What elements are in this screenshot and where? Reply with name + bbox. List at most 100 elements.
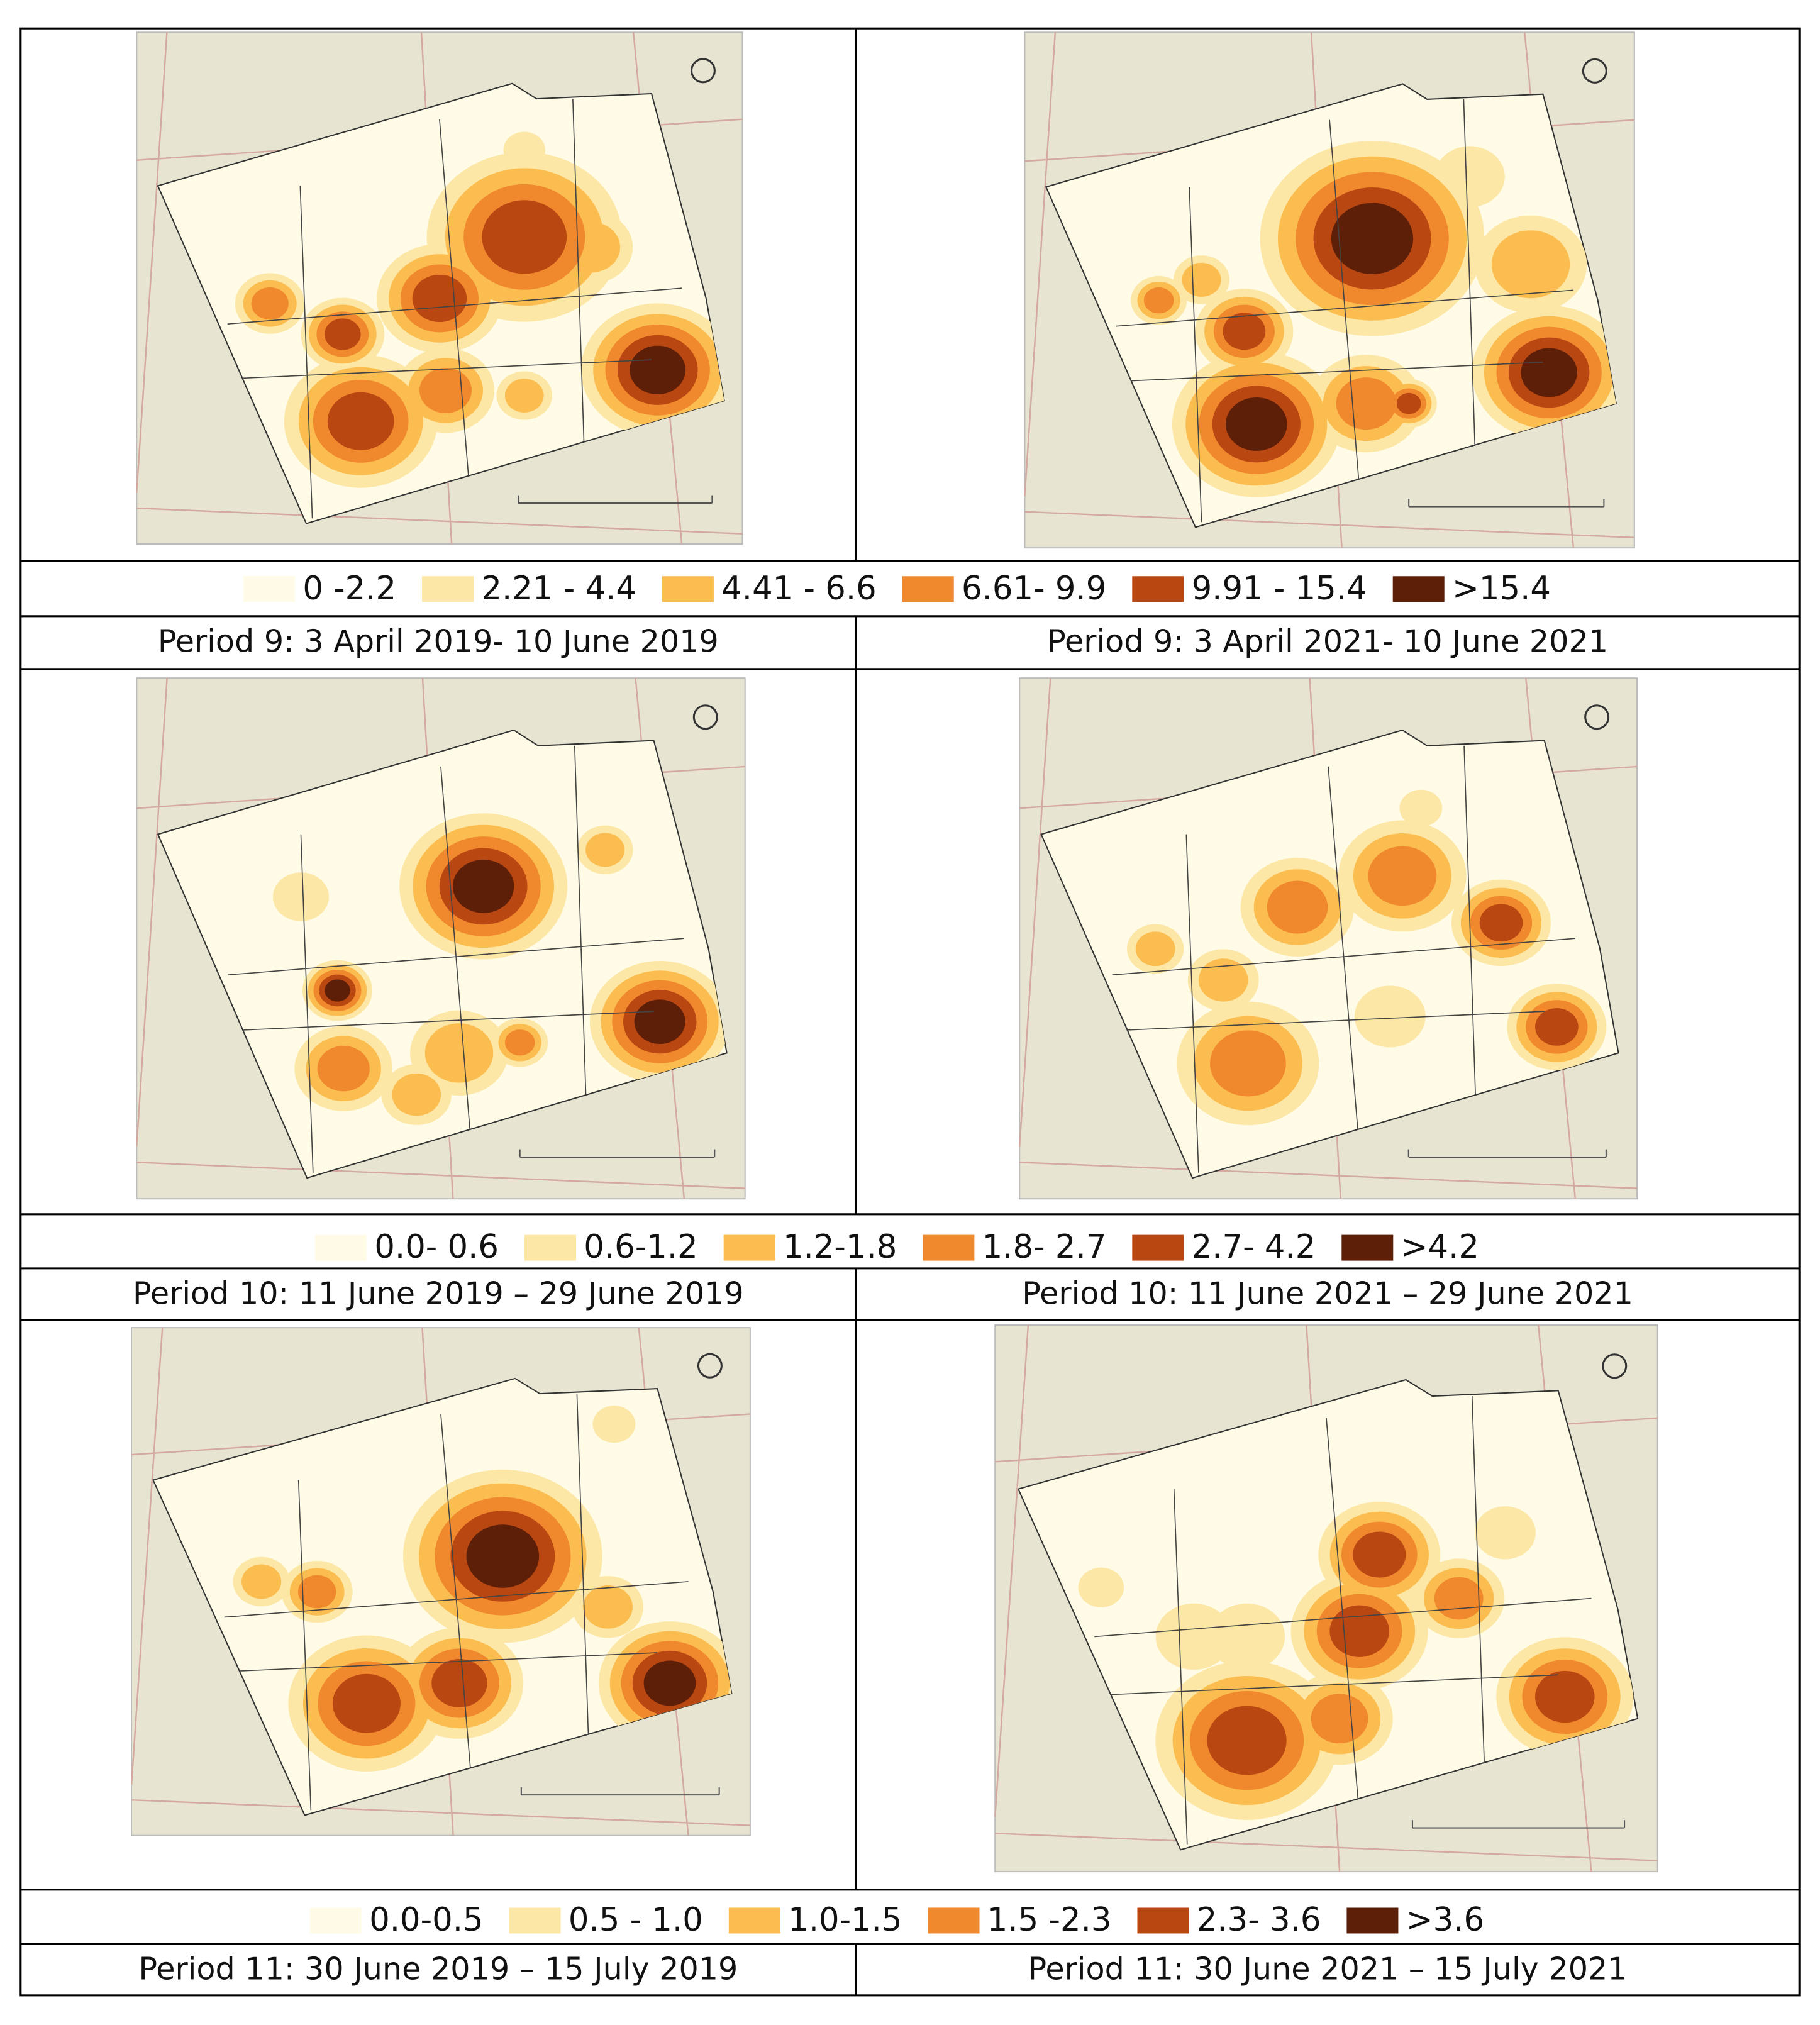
- district-boundary: [1112, 938, 1575, 975]
- legend-swatch: [728, 1907, 780, 1934]
- heat-zone: [1474, 1506, 1536, 1560]
- heat-zone: [431, 1659, 487, 1707]
- heat-zone: [1311, 1694, 1368, 1744]
- scale-bar: [1408, 499, 1605, 508]
- heat-zone: [1434, 146, 1505, 208]
- heat-zone: [1354, 985, 1426, 1048]
- district-boundary: [1081, 1011, 1545, 1033]
- map-road: [994, 1324, 1029, 1817]
- compass: [697, 1353, 723, 1379]
- map-road: [136, 507, 743, 535]
- legend-swatch: [1346, 1907, 1399, 1934]
- district-boundary: [572, 99, 585, 473]
- heat-layer: [235, 131, 724, 488]
- district-boundary: [574, 745, 587, 1126]
- legend-label: 0.6-1.2: [584, 1228, 697, 1266]
- heat-zone: [332, 1673, 401, 1733]
- scale-bar: [518, 495, 713, 504]
- district-boundary: [1471, 1396, 1486, 1795]
- heat-zone: [1267, 880, 1328, 934]
- legend-swatch: [1132, 576, 1184, 602]
- table-frame: [19, 27, 1801, 1997]
- heat-layer: [1127, 789, 1607, 1126]
- legend-label: >3.6: [1406, 1901, 1484, 1939]
- district-boundary: [1185, 834, 1199, 1173]
- heat-zone: [1396, 392, 1421, 414]
- legend-swatch: [662, 576, 714, 602]
- map-road: [1018, 678, 1051, 1147]
- district-boundary: [300, 834, 314, 1173]
- heat-zone: [634, 999, 685, 1045]
- district-boundary: [227, 287, 682, 325]
- heat-zone: [1434, 1577, 1484, 1620]
- period-caption: Period 9: 3 April 2019- 10 June 2019: [158, 623, 719, 659]
- legend-label: 1.5 -2.3: [987, 1901, 1112, 1939]
- map-road: [1024, 511, 1634, 539]
- legend-label: 1.0-1.5: [788, 1901, 902, 1939]
- heat-zone: [1078, 1567, 1124, 1607]
- legend-label: 0.5 - 1.0: [569, 1901, 703, 1939]
- heat-zone: [1479, 904, 1523, 942]
- map-road: [136, 678, 168, 1147]
- heat-zone: [1207, 1706, 1287, 1775]
- heat-zone: [412, 274, 467, 323]
- legend-label: 2.7- 4.2: [1192, 1228, 1316, 1266]
- heat-zone: [1225, 397, 1287, 451]
- heat-zone: [1182, 262, 1221, 297]
- district-boundary: [576, 1394, 590, 1765]
- district-boundary: [1189, 187, 1202, 523]
- heat-zone: [241, 1564, 282, 1599]
- legend-swatch: [902, 576, 954, 602]
- compass: [1584, 704, 1610, 730]
- heat-zone: [503, 131, 546, 169]
- heat-zone: [452, 860, 514, 913]
- heat-zone: [419, 367, 472, 413]
- map-road: [136, 1162, 745, 1189]
- map-panel: [130, 1327, 751, 1836]
- heat-zone: [424, 1023, 494, 1083]
- period-caption: Period 10: 11 June 2019 – 29 June 2019: [133, 1275, 744, 1311]
- district-boundary: [224, 1581, 689, 1618]
- heat-zone: [1336, 377, 1397, 430]
- legend-swatch: [923, 1234, 975, 1261]
- heat-zone: [392, 1073, 441, 1116]
- heat-zone: [592, 1406, 636, 1443]
- heat-zone: [325, 979, 350, 1002]
- district-boundary: [197, 359, 652, 381]
- legend-swatch: [524, 1234, 577, 1261]
- heat-zone: [482, 200, 567, 274]
- legend-label: 2.21 - 4.4: [481, 570, 636, 608]
- compass: [690, 58, 716, 84]
- district-boundary: [193, 1652, 658, 1674]
- heat-zone: [327, 392, 394, 450]
- district-boundary: [1061, 1674, 1558, 1697]
- map-panel: [136, 31, 743, 545]
- legend-swatch: [1132, 1234, 1184, 1261]
- heat-zone: [1534, 1670, 1595, 1723]
- heat-zone: [630, 345, 686, 395]
- heat-zone: [1155, 1603, 1232, 1670]
- heat-zone: [1143, 287, 1174, 314]
- map-road: [130, 1328, 164, 1785]
- period-caption: Period 9: 3 April 2021- 10 June 2021: [1047, 623, 1608, 659]
- legend-swatch: [1341, 1234, 1394, 1261]
- heat-zone: [1521, 348, 1577, 397]
- heat-zone: [272, 872, 329, 921]
- district-boundary: [228, 938, 684, 975]
- heat-zone: [1135, 931, 1175, 967]
- legend-label: 0.0- 0.6: [374, 1228, 499, 1266]
- heat-zone: [1331, 203, 1414, 274]
- legend-label: 9.91 - 15.4: [1192, 570, 1367, 608]
- legend-swatch: [928, 1907, 980, 1934]
- heat-zone: [317, 1045, 370, 1092]
- scale-bar: [1411, 1820, 1626, 1829]
- heat-zone: [1399, 789, 1443, 827]
- map-panel: [136, 677, 746, 1200]
- legend-swatch: [1137, 1907, 1189, 1934]
- legend-swatch: [309, 1907, 362, 1934]
- legend-swatch: [509, 1907, 561, 1934]
- heat-zone: [583, 1585, 633, 1629]
- heat-zone: [585, 833, 625, 867]
